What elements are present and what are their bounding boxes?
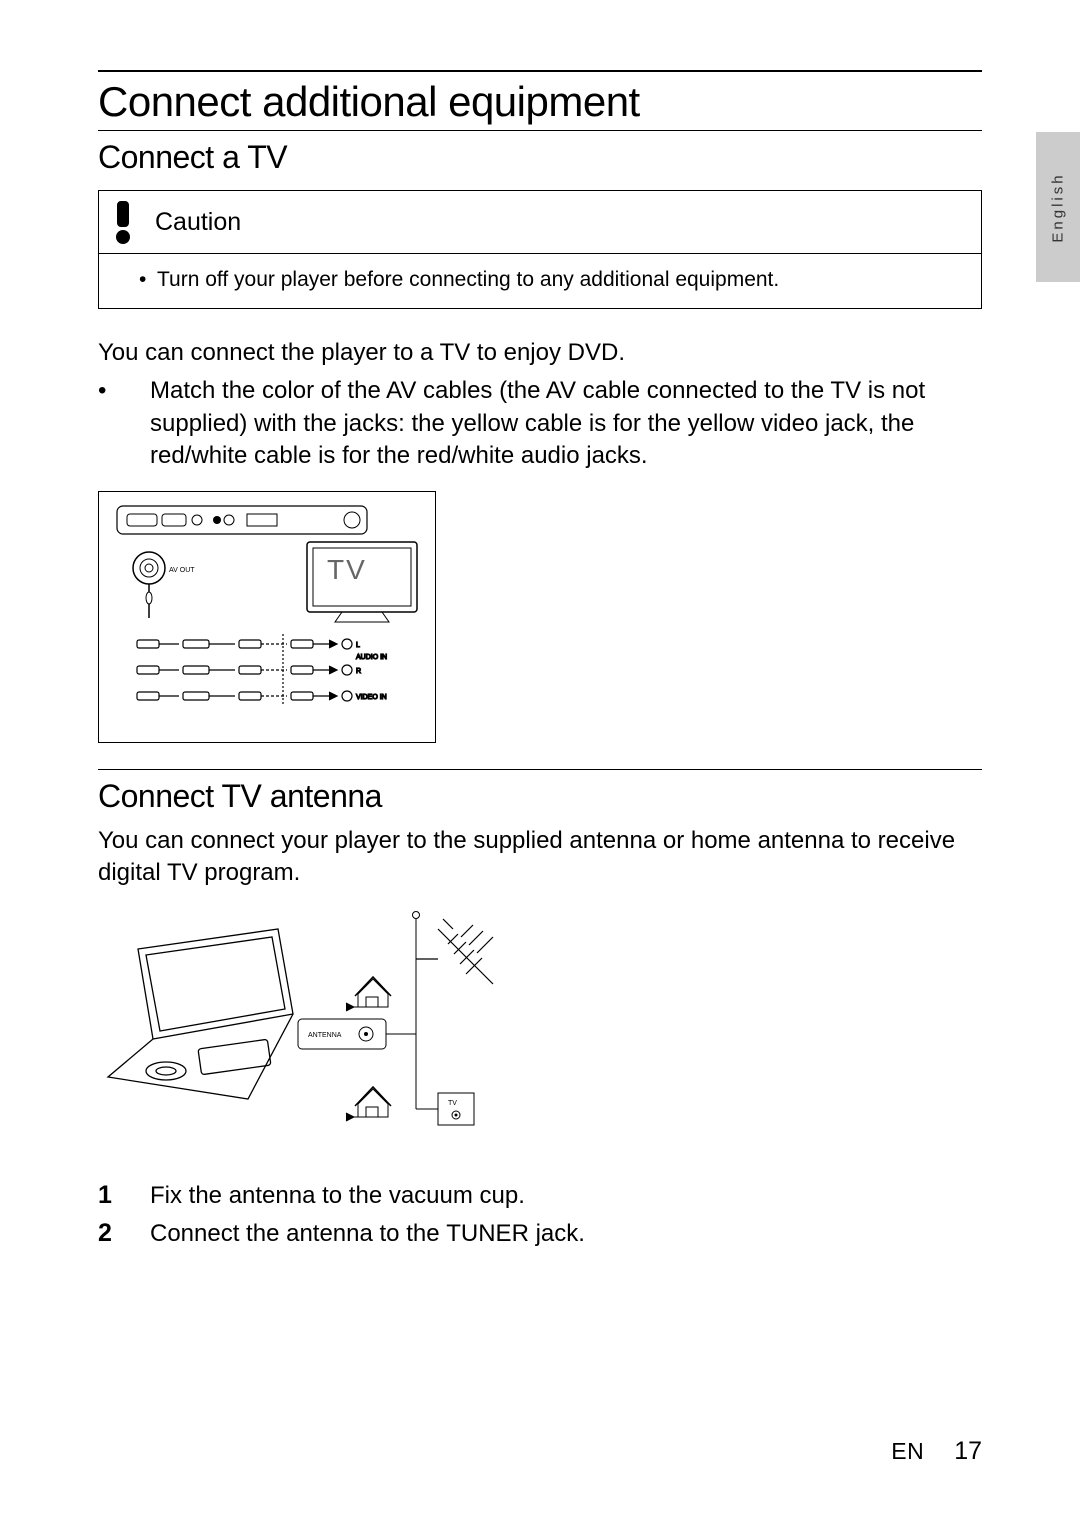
svg-text:AUDIO IN: AUDIO IN [356,654,387,661]
diagram-connect-tv: AV OUT L R [98,491,436,743]
svg-text:VIDEO IN: VIDEO IN [356,694,387,701]
main-heading: Connect additional equipment [98,78,982,126]
step-text: Fix the antenna to the vacuum cup. [150,1178,525,1214]
step-text: Connect the antenna to the TUNER jack. [150,1216,585,1252]
caution-bullet: • [139,268,157,292]
section1-bullet-text: Match the color of the AV cables (the AV… [150,375,982,472]
section1-heading: Connect a TV [98,139,982,176]
page-footer: EN 17 [891,1437,982,1466]
bullet-marker: • [98,375,150,472]
svg-text:AV OUT: AV OUT [169,567,195,574]
diagram2-antenna-label: ANTENNA [308,1032,342,1039]
svg-text:R: R [356,668,361,675]
caution-header: Caution [99,191,981,253]
caution-icon [101,197,145,247]
sub-rule-1 [98,130,982,131]
section1-bullet-row: • Match the color of the AV cables (the … [98,375,982,472]
section2-intro: You can connect your player to the suppl… [98,825,982,890]
step-number: 1 [98,1177,150,1215]
top-rule [98,70,982,72]
caution-box: Caution • Turn off your player before co… [98,190,982,309]
diagram1-tv-label: TV [327,554,367,586]
diagram-connect-antenna: ANTENNA [98,899,528,1149]
step-row: 2 Connect the antenna to the TUNER jack. [98,1215,982,1253]
steps-list: 1 Fix the antenna to the vacuum cup. 2 C… [98,1177,982,1252]
section2-heading: Connect TV antenna [98,778,982,815]
svg-text:L: L [356,642,360,649]
caution-body: • Turn off your player before connecting… [99,253,981,308]
footer-page-number: 17 [954,1437,982,1466]
caution-text: Turn off your player before connecting t… [157,268,779,292]
caution-label: Caution [155,208,241,237]
page-content: Connect additional equipment Connect a T… [0,0,1080,1528]
sub-rule-2 [98,769,982,770]
step-number: 2 [98,1215,150,1253]
footer-lang: EN [891,1438,924,1465]
section1-intro: You can connect the player to a TV to en… [98,337,982,369]
svg-text:TV: TV [448,1100,457,1107]
step-row: 1 Fix the antenna to the vacuum cup. [98,1177,982,1215]
